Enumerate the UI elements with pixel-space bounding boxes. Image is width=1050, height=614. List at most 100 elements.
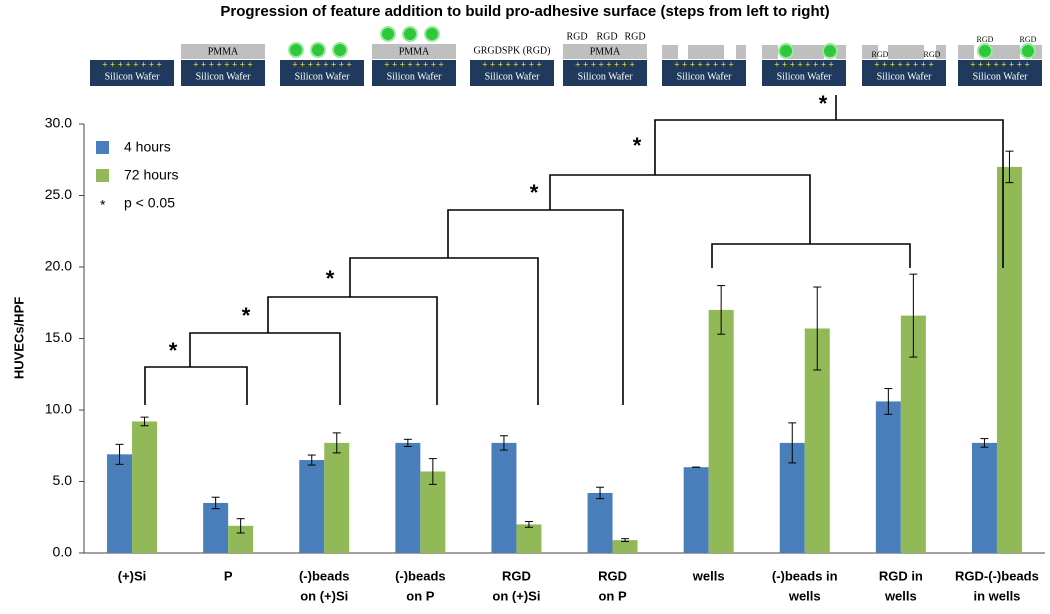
x-tick-label: wells <box>884 588 917 603</box>
bead <box>1020 43 1036 59</box>
bar <box>324 442 350 553</box>
well-wall <box>1032 45 1042 59</box>
legend-label: 72 hours <box>124 167 178 183</box>
significance-star: * <box>530 180 539 205</box>
y-tick-label: 0.0 <box>53 544 73 560</box>
x-tick-label: on (+)Si <box>300 588 348 603</box>
error-bar <box>980 438 989 448</box>
well-wall <box>788 45 824 59</box>
bead <box>310 42 326 58</box>
wafer-label: Silicon Wafer <box>387 71 442 82</box>
bead <box>332 42 348 58</box>
error-bar <box>140 416 149 427</box>
significance-bracket <box>654 119 1004 268</box>
well-wall <box>836 45 846 59</box>
x-tick-label: (-)beads in <box>772 568 838 583</box>
wafer <box>280 60 364 86</box>
x-tick-label: on P <box>598 588 626 603</box>
error-bar <box>596 486 605 500</box>
wafer-label: Silicon Wafer <box>578 71 633 82</box>
error-bar <box>1005 150 1014 184</box>
bead <box>424 26 440 42</box>
wafer-label: Silicon Wafer <box>295 71 350 82</box>
error-bar <box>524 521 533 528</box>
wafer-label: Silicon Wafer <box>877 71 932 82</box>
pmma-layer <box>181 44 265 59</box>
legend-swatch <box>96 141 109 154</box>
legend-swatch <box>96 169 109 182</box>
x-tick-label: (+)Si <box>118 568 147 583</box>
y-tick-label: 25.0 <box>45 186 72 202</box>
bead <box>977 43 993 59</box>
error-bar <box>884 388 893 415</box>
bar <box>395 442 421 553</box>
well-wall <box>862 45 878 59</box>
well-wall <box>984 45 1020 59</box>
wafer <box>762 60 846 86</box>
significance-star: * <box>242 303 251 328</box>
error-bar <box>332 432 341 454</box>
x-tick-label: P <box>224 568 233 583</box>
error-bar <box>621 538 630 543</box>
legend-symbol: * <box>100 197 106 213</box>
pmma-label: PMMA <box>399 46 430 57</box>
y-tick-label: 10.0 <box>45 401 72 417</box>
legend-label: 4 hours <box>124 139 171 155</box>
wafer-label: Silicon Wafer <box>777 71 832 82</box>
error-bar <box>717 285 726 335</box>
x-tick-label: on (+)Si <box>492 588 540 603</box>
bead <box>380 26 396 42</box>
bar <box>708 309 734 553</box>
wafer <box>563 60 647 86</box>
significance-bracket <box>549 174 811 244</box>
well-wall <box>958 45 974 59</box>
x-tick-label: on P <box>406 588 434 603</box>
pmma-label: PMMA <box>590 46 621 57</box>
error-bar <box>909 273 918 358</box>
rgd-label: RGD <box>624 31 645 42</box>
x-tick-label: RGD <box>502 568 531 583</box>
well-wall <box>936 45 946 59</box>
rgd-label: RGD <box>924 50 941 59</box>
well-wall <box>688 45 724 59</box>
wafer <box>662 60 746 86</box>
x-tick-label: RGD <box>598 568 627 583</box>
bar <box>420 471 446 553</box>
error-bar <box>307 454 316 466</box>
significance-star: * <box>819 91 828 116</box>
error-bar <box>499 435 508 451</box>
wafer <box>372 60 456 86</box>
x-tick-label: wells <box>692 568 725 583</box>
error-bar <box>236 518 245 534</box>
y-tick-label: 30.0 <box>45 115 72 131</box>
x-tick-label: RGD-(-)beads <box>955 568 1039 583</box>
well-wall <box>736 45 746 59</box>
significance-bracket <box>144 366 248 405</box>
bead <box>778 43 794 59</box>
bar <box>971 442 997 553</box>
wafer <box>958 60 1042 86</box>
wafer-label: Silicon Wafer <box>196 71 251 82</box>
rgd-label: RGD <box>566 31 587 42</box>
error-bar <box>211 496 220 510</box>
error-bar <box>428 458 437 485</box>
wafer <box>470 60 554 86</box>
wafer <box>181 60 265 86</box>
rgd-label: GRGDSPK (RGD) <box>474 45 551 56</box>
pmma-label: PMMA <box>208 46 239 57</box>
bead <box>822 43 838 59</box>
chart-title: Progression of feature addition to build… <box>220 3 829 20</box>
bar <box>132 421 158 553</box>
rgd-label: RGD <box>872 50 889 59</box>
well-wall <box>662 45 678 59</box>
bar <box>107 454 133 553</box>
wafer-label: Silicon Wafer <box>485 71 540 82</box>
significance-star: * <box>326 266 335 291</box>
bar <box>683 467 709 553</box>
bar <box>587 492 613 553</box>
wafer-charges: + + + + + + + + <box>102 59 162 69</box>
y-axis-label: HUVECs/HPF <box>11 297 26 379</box>
bar <box>996 166 1022 553</box>
rgd-label: RGD <box>977 35 994 44</box>
